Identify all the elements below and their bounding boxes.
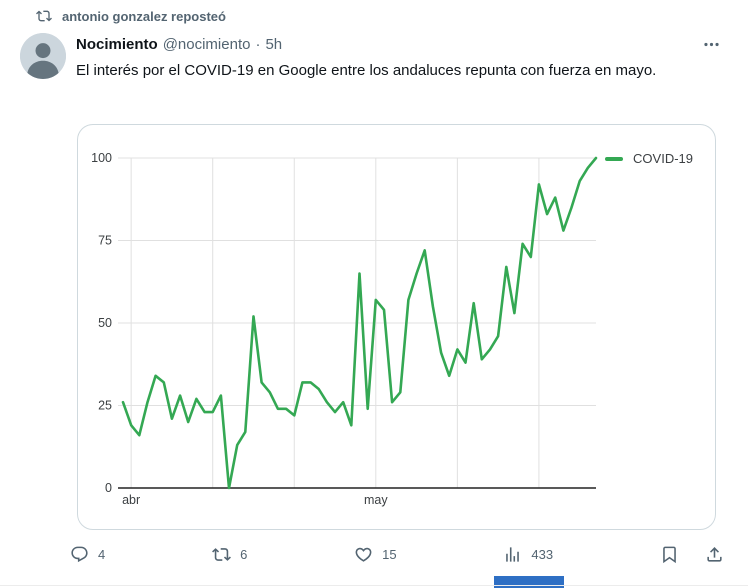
timestamp[interactable]: 5h	[265, 36, 283, 53]
covid-trend-chart: 0 25 50 75 100 abr may	[91, 151, 598, 507]
share-button[interactable]	[705, 545, 724, 564]
heart-icon	[354, 545, 373, 564]
avatar[interactable]	[20, 33, 66, 79]
views-button[interactable]: 433	[503, 545, 553, 564]
separator-dot: ·	[255, 36, 261, 53]
like-button[interactable]: 15	[354, 545, 397, 564]
svg-text:abr: abr	[122, 493, 140, 507]
bookmark-button[interactable]	[660, 545, 679, 564]
tweet-text: El interés por el COVID-19 en Google ent…	[76, 62, 657, 79]
legend-label: COVID-19	[633, 151, 693, 166]
tweet-action-bar: 4 6 15 433	[70, 540, 724, 568]
svg-text:50: 50	[98, 316, 112, 330]
svg-text:25: 25	[98, 399, 112, 413]
author-handle[interactable]: @nocimiento	[162, 36, 251, 53]
repost-banner: antonio gonzalez reposteó	[36, 8, 226, 24]
legend-line-marker	[605, 156, 624, 161]
like-count: 15	[382, 546, 397, 562]
view-count: 433	[531, 546, 554, 562]
bookmark-icon	[660, 545, 679, 564]
svg-text:100: 100	[91, 151, 112, 165]
author-name[interactable]: Nocimiento	[76, 36, 158, 53]
bottom-blue-bar	[494, 576, 564, 588]
repost-action-icon	[212, 545, 232, 564]
reply-icon	[70, 545, 89, 564]
more-button[interactable]	[700, 38, 722, 56]
author-row: Nocimiento @nocimiento · 5h	[76, 36, 282, 53]
svg-text:75: 75	[98, 234, 112, 248]
trend-chart-card: 0 25 50 75 100 abr may COVID-19	[77, 124, 716, 530]
bottom-divider	[0, 585, 748, 586]
more-icon	[702, 35, 721, 59]
repost-banner-label[interactable]: antonio gonzalez reposteó	[62, 8, 226, 24]
reply-button[interactable]: 4	[70, 545, 105, 564]
chart-legend: COVID-19	[605, 151, 693, 166]
reply-count: 4	[98, 546, 106, 562]
repost-icon	[36, 8, 52, 24]
repost-button[interactable]: 6	[212, 545, 247, 564]
svg-text:may: may	[364, 493, 388, 507]
repost-count: 6	[240, 546, 248, 562]
views-bar-chart-icon	[503, 545, 522, 564]
share-icon	[705, 545, 724, 564]
svg-text:0: 0	[105, 481, 112, 495]
action-right-group	[660, 545, 724, 564]
